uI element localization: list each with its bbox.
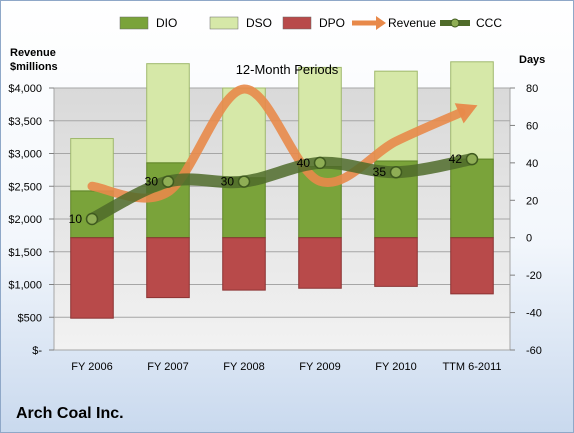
left-axis-tick-label: $500 — [18, 312, 42, 324]
legend: DIO DSO DPO Revenue CCC — [119, 16, 502, 30]
left-axis-label-line2: $millions — [10, 61, 58, 73]
ccc-point — [389, 165, 403, 179]
left-axis-tick-label: $3,500 — [8, 116, 42, 128]
right-axis-tick-label: 80 — [526, 83, 538, 95]
lines: 10 30 30 40 35 42 — [69, 84, 479, 226]
x-axis-tick-label: FY 2006 — [71, 361, 112, 373]
ccc-data-label: 35 — [373, 165, 387, 179]
company-name: Arch Coal Inc. — [16, 405, 124, 422]
right-axis-tick-label: 40 — [526, 158, 538, 170]
dpo-bar — [450, 237, 494, 295]
left-axis-tick-label: $1,000 — [8, 280, 42, 292]
x-axis-tick-label: TTM 6-2011 — [442, 361, 501, 373]
right-axis-tick-label: -40 — [526, 308, 542, 320]
left-axis-tick-label: $- — [32, 345, 42, 357]
ccc-data-label: 40 — [297, 156, 311, 170]
revenue-legend-arrow-icon — [376, 16, 386, 30]
left-axis-label: Revenue $millions — [10, 46, 58, 74]
ccc-data-label: 30 — [145, 175, 159, 189]
right-axis-tick-label: 60 — [526, 120, 538, 132]
left-axis-tick-label: $1,500 — [8, 247, 42, 259]
right-axis-label: Days — [519, 54, 546, 66]
ccc-point — [465, 152, 479, 166]
legend-label-dio: DIO — [156, 16, 177, 30]
legend-label-dpo: DPO — [319, 16, 345, 30]
x-axis-tick-label: FY 2010 — [375, 361, 416, 373]
legend-label-revenue: Revenue — [388, 16, 436, 30]
right-axis-tick-label: -20 — [526, 270, 542, 282]
left-axis-tick-label: $2,000 — [8, 214, 42, 226]
dio-legend-swatch — [119, 16, 149, 30]
ccc-point — [237, 175, 251, 188]
right-axis-tick-label: 0 — [526, 233, 532, 245]
ccc-point — [161, 175, 175, 188]
dpo-bar — [298, 237, 342, 289]
ccc-data-label: 30 — [221, 175, 235, 189]
right-axis-tick-label: -60 — [526, 345, 542, 357]
ccc-data-label: 42 — [449, 152, 463, 166]
ccc-point — [313, 156, 327, 170]
dpo-bar — [70, 237, 114, 319]
left-axis-tick-label: $2,500 — [8, 181, 42, 193]
right-axis-tick-label: 20 — [526, 195, 538, 207]
dio-bar — [450, 158, 494, 239]
dpo-bar — [374, 237, 418, 287]
x-axis-tick-label: FY 2009 — [299, 361, 340, 373]
revenue-arrowhead — [454, 103, 478, 124]
ccc-data-label: 10 — [69, 212, 83, 226]
left-axis-tick-label: $4,000 — [8, 83, 42, 95]
x-axis-tick-label: FY 2007 — [147, 361, 188, 373]
legend-label-ccc: CCC — [476, 16, 502, 30]
ccc-point — [85, 212, 99, 226]
dso-bar — [298, 66, 342, 168]
revenue-line — [87, 84, 466, 203]
dpo-bar — [222, 237, 266, 291]
left-axis-tick-label: $3,000 — [8, 149, 42, 161]
x-axis-tick-label: FY 2008 — [223, 361, 264, 373]
ccc-legend-marker-icon — [450, 18, 460, 28]
dpo-bar — [146, 237, 190, 299]
chart-title: 12-Month Periods — [235, 62, 339, 77]
dso-bar — [146, 63, 190, 164]
axes: $- $500 $1,000 $1,500 $2,000 $2,500 $3,000 $3,5… — [8, 83, 542, 373]
legend-label-dso: DSO — [246, 16, 272, 30]
dpo-legend-swatch — [282, 16, 312, 30]
dso-legend-swatch — [209, 16, 239, 30]
left-axis-label-line1: Revenue — [10, 47, 56, 59]
